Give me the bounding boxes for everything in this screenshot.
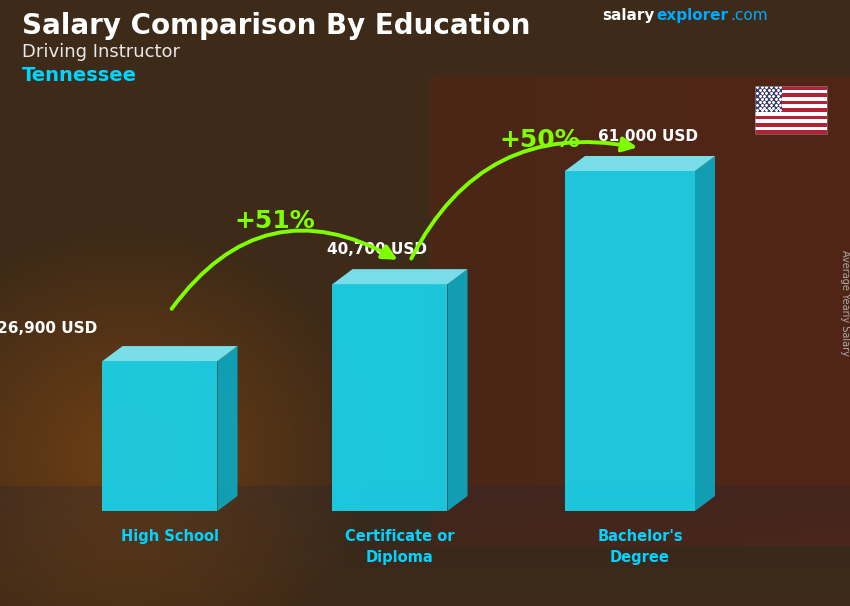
Text: Certificate or
Diploma: Certificate or Diploma [345,529,455,565]
Bar [755,108,827,112]
Text: explorer: explorer [656,8,728,23]
Text: +50%: +50% [500,127,581,152]
Bar [755,101,827,104]
Text: 26,900 USD: 26,900 USD [0,321,98,336]
Bar [755,97,827,101]
Bar [755,104,827,108]
Polygon shape [218,346,237,511]
Bar [755,123,827,127]
Text: Tennessee: Tennessee [22,66,137,85]
Text: Driving Instructor: Driving Instructor [22,43,180,61]
Text: +51%: +51% [235,209,315,233]
Text: Bachelor's
Degree: Bachelor's Degree [598,529,683,565]
Bar [755,93,827,97]
Bar [755,130,827,134]
Text: 40,700 USD: 40,700 USD [327,242,428,257]
Bar [755,86,782,112]
Bar [755,127,827,130]
Bar [755,86,827,90]
Polygon shape [103,346,237,361]
Text: Salary Comparison By Education: Salary Comparison By Education [22,12,530,40]
Polygon shape [695,156,715,511]
Text: salary: salary [602,8,654,23]
Text: .com: .com [730,8,768,23]
Polygon shape [332,269,468,284]
Polygon shape [332,284,447,511]
Polygon shape [565,171,695,511]
Polygon shape [565,156,715,171]
FancyArrowPatch shape [411,138,633,259]
FancyArrowPatch shape [172,230,394,309]
Text: 61,000 USD: 61,000 USD [598,129,698,144]
Bar [755,119,827,123]
Text: Average Yearly Salary: Average Yearly Salary [840,250,850,356]
Bar [755,90,827,93]
Bar [755,86,827,134]
Bar [755,112,827,116]
Bar [755,116,827,119]
Polygon shape [447,269,468,511]
Text: High School: High School [121,529,219,544]
Polygon shape [103,361,218,511]
